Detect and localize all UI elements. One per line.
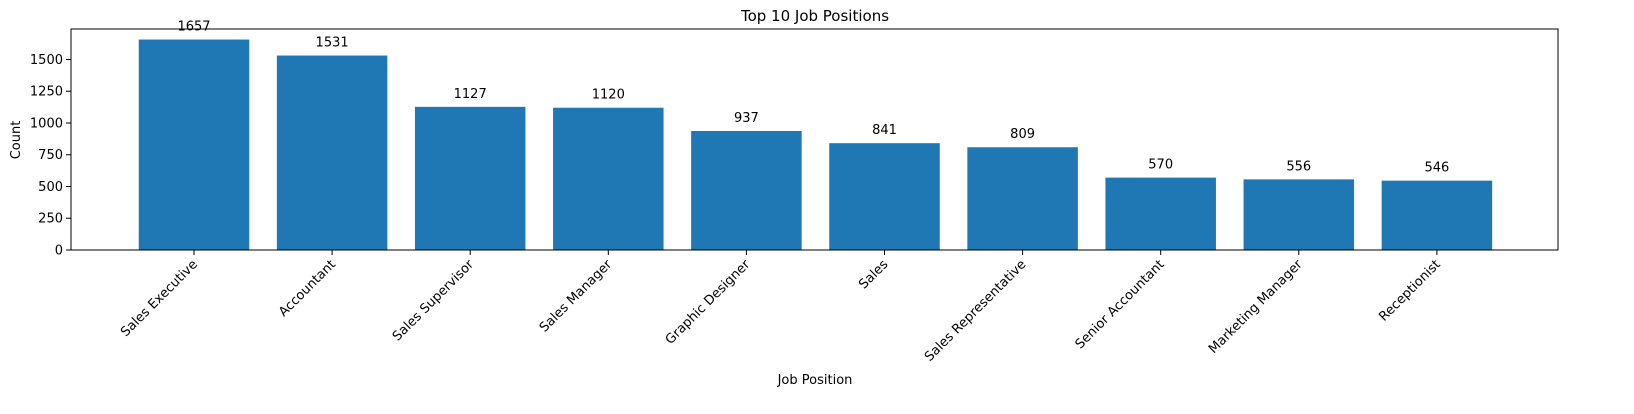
data-label: 546 [1424,161,1449,176]
bar [691,130,802,250]
y-axis-label: Count [9,121,24,160]
x-tick-label: Sales Supervisor [390,257,478,345]
y-tick-label: 1250 [30,85,63,100]
y-tick-label: 250 [38,212,63,227]
bar [138,39,250,250]
data-label: 1120 [592,88,625,103]
data-label: 1531 [316,36,349,51]
bar [967,147,1078,250]
x-tick-label: Sales [856,257,891,292]
data-label: 937 [734,111,759,126]
data-label: 809 [1010,127,1035,142]
bar [1243,179,1355,250]
x-tick-label: Sales Executive [118,257,201,340]
bar [553,107,664,250]
bar [829,143,940,250]
data-label: 570 [1148,158,1173,173]
data-label: 1657 [177,20,210,35]
x-tick-label: Sales Representative [922,257,1029,364]
chart-title: Top 10 Job Positions [740,7,889,25]
y-tick-label: 1500 [30,53,63,68]
x-tick-label: Graphic Designer [663,257,754,348]
y-tick-label: 750 [38,148,63,163]
bar [414,106,526,250]
x-tick-label: Accountant [276,257,339,320]
bar [1381,180,1493,250]
x-tick-label: Senior Accountant [1073,257,1168,352]
plot-area: 0 250 500 750 1000 1250 1500 1657 Sales Executiv… [30,20,1493,365]
x-axis-label: Job Position [777,373,853,388]
plot-frame [70,28,1559,251]
y-tick-label: 1000 [30,116,63,131]
y-tick-label: 500 [38,180,63,195]
x-tick-label: Marketing Manager [1206,257,1306,357]
bar [1105,177,1216,250]
data-label: 556 [1286,159,1311,174]
bar [276,55,388,250]
x-tick-label: Sales Manager [537,257,616,336]
data-label: 841 [872,123,897,138]
x-tick-label: Receptionist [1376,257,1443,324]
data-label: 1127 [454,87,487,102]
y-tick-label: 0 [55,244,63,259]
